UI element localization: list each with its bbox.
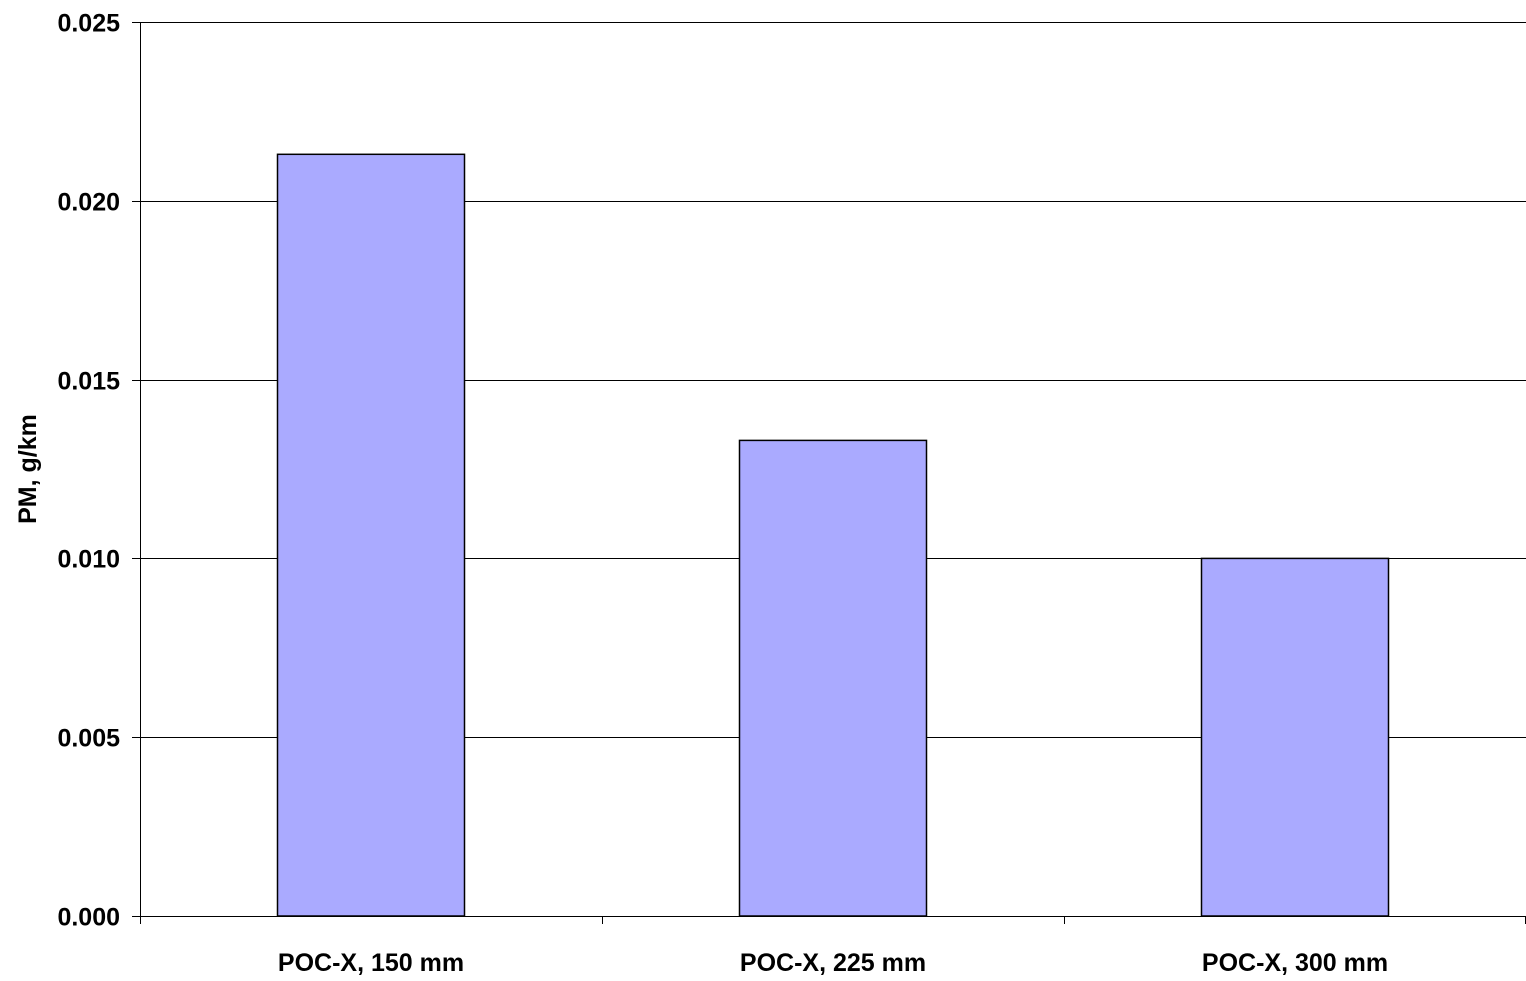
y-tick-label: 0.020 <box>57 189 120 217</box>
x-tick-label: POC-X, 300 mm <box>1202 949 1388 977</box>
y-axis-title: PM, g/km <box>14 414 42 524</box>
y-tick-label: 0.010 <box>57 546 120 574</box>
y-tick-label: 0.015 <box>57 368 120 396</box>
x-tick-label: POC-X, 225 mm <box>740 949 926 977</box>
bar <box>738 439 928 917</box>
x-tick-label: POC-X, 150 mm <box>278 949 464 977</box>
axes <box>132 22 1526 924</box>
bar <box>1200 557 1390 917</box>
y-tick-label: 0.005 <box>57 725 120 753</box>
bar <box>276 153 466 917</box>
tick-labels: 0.000 0.005 0.010 0.015 0.020 0.025 POC-X, 150… <box>57 10 1388 978</box>
y-tick-label: 0.025 <box>57 10 120 38</box>
bars <box>276 153 1390 917</box>
y-tick-label: 0.000 <box>57 904 120 932</box>
